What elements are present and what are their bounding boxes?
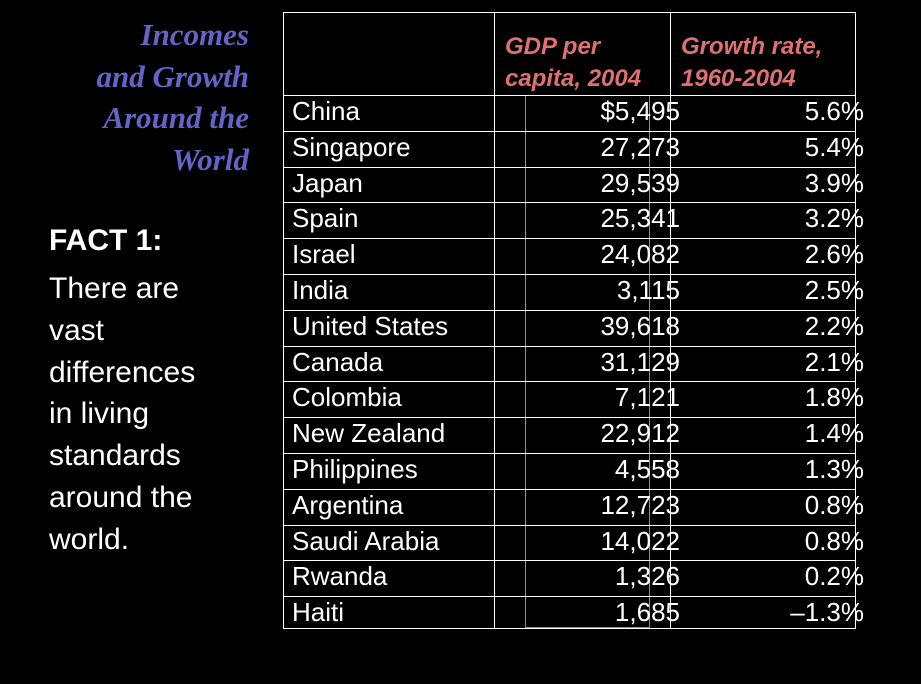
growth-header-line: 1960-2004 [681,65,796,92]
table-row-divider [283,381,856,382]
country-cell: Argentina [292,490,404,520]
country-cell: Haiti [292,597,345,627]
table-row: China $5,495 5.6% [283,96,864,132]
country-cell: India [292,275,349,305]
country-cell: Israel [292,239,356,269]
slide-title-line: Incomes [140,17,250,52]
gdp-cell: 1,326 [614,561,680,591]
table-row: Israel 24,082 2.6% [283,239,864,275]
table-row: Colombia 7,121 1.8% [283,382,864,418]
growth-cell: 2.6% [804,239,864,269]
country-cell: Canada [292,347,384,377]
gdp-cell: 22,912 [600,418,680,448]
table-row-divider [283,95,856,96]
table-row-divider [283,560,856,561]
growth-cell: 2.2% [804,311,864,341]
country-cell: Japan [292,168,363,198]
gdp-cell: 4,558 [614,454,680,484]
growth-column-header: Growth rate, 1960-2004 [681,31,822,95]
growth-cell: 3.2% [804,203,864,233]
table-row: United States 39,618 2.2% [283,311,864,347]
gdp-cell: 39,618 [600,311,680,341]
gdp-header-line: GDP per [505,33,601,60]
gdp-column-header: GDP per capita, 2004 [505,31,641,95]
growth-cell: 2.5% [804,275,864,305]
growth-cell: 0.8% [804,526,864,556]
country-cell: Philippines [292,454,418,484]
table-row-divider [283,167,856,168]
gdp-cell: 27,273 [600,132,680,162]
growth-cell: 1.3% [804,454,864,484]
table-row: Rwanda 1,326 0.2% [283,561,864,597]
table-row: New Zealand 22,912 1.4% [283,418,864,454]
table-row-divider [283,131,856,132]
table-row-divider [283,453,856,454]
gdp-cell: 7,121 [614,382,680,412]
gdp-cell: 3,115 [616,275,680,305]
table-row-divider [283,238,856,239]
table-column-divider [494,12,495,629]
fact-text-line: around the [49,480,193,514]
slide-title-line: Around the [103,100,249,135]
table-row-divider [283,310,856,311]
table-row-divider [283,596,856,597]
fact-text-line: vast [49,313,105,347]
gdp-cell: 1,685 [614,597,680,627]
slide-title-line: World [172,141,249,177]
growth-cell: 1.8% [804,382,864,412]
table-row: Spain 25,341 3.2% [283,203,864,239]
growth-header-line: Growth rate, [681,33,823,60]
data-table-border [283,12,856,629]
table-row-divider [283,274,856,275]
growth-cell: 5.4% [804,132,864,162]
growth-cell: 0.8% [804,490,864,520]
slide-title-line: and Growth [96,58,249,94]
table-row-divider [283,417,856,418]
fact-text-line: differences [49,355,196,389]
country-cell: Saudi Arabia [292,526,440,556]
fact-heading: FACT 1: [49,224,163,257]
gdp-cell: 14,022 [600,526,680,556]
table-row: Canada 31,129 2.1% [283,347,864,383]
table-row-divider [283,346,856,347]
growth-cell: 0.2% [804,561,864,591]
table-row: Argentina 12,723 0.8% [283,490,864,526]
table-row: Philippines 4,558 1.3% [283,454,864,490]
gdp-cell: 25,341 [600,203,680,233]
table-row: India 3,115 2.5% [283,275,864,311]
country-cell: United States [292,311,449,341]
slide-title: Incomes and Growth Around the World [9,14,249,180]
fact-text-line: There are [49,272,180,305]
table-column-divider [670,12,671,629]
gdp-cell: 24,082 [600,239,680,269]
gdp-cell: 29,539 [600,168,680,198]
growth-cell: 5.6% [804,96,864,126]
table-row: Saudi Arabia 14,022 0.8% [283,526,864,562]
growth-cell: 2.1% [804,347,864,377]
gdp-cell: 12,723 [600,490,680,520]
country-cell: New Zealand [292,418,446,448]
fact-text: There are vast differences in living sta… [49,268,269,561]
fact-text-line: standards [49,439,181,473]
table-row: Japan 29,539 3.9% [283,168,864,204]
gdp-cell: $5,495 [600,96,680,126]
table-row: Singapore 27,273 5.4% [283,132,864,168]
country-cell: China [292,96,360,126]
growth-cell: 3.9% [804,168,864,198]
table-row-divider [283,525,856,526]
country-cell: Singapore [292,132,411,162]
table-row-divider [283,202,856,203]
table-row-divider [283,489,856,490]
growth-cell: 1.4% [804,418,864,448]
country-cell: Spain [292,203,359,233]
country-cell: Rwanda [292,561,388,591]
gdp-header-line: capita, 2004 [505,65,642,92]
fact-text-line: in living [49,397,150,431]
table-row: Haiti 1,685 –1.3% [283,597,864,633]
highlight-box [525,95,650,628]
fact-text-line: world. [49,522,130,556]
growth-cell: –1.3% [790,597,864,627]
gdp-cell: 31,129 [600,347,680,377]
country-cell: Colombia [292,382,402,412]
